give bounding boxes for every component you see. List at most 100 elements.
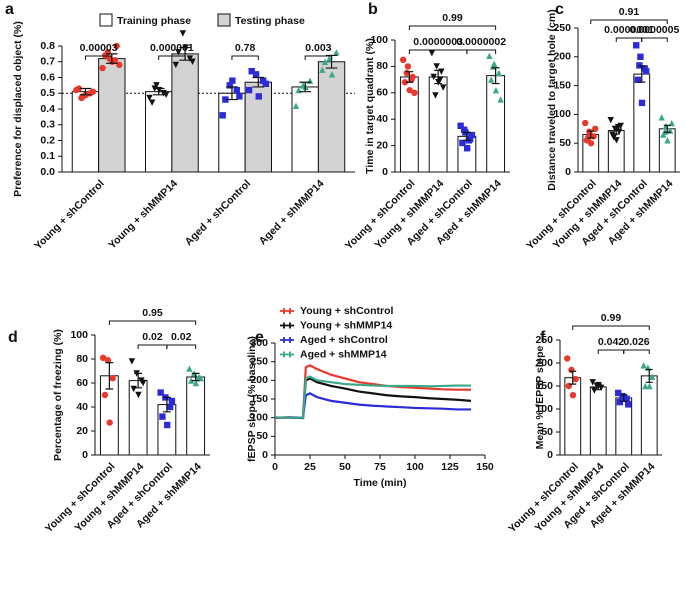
data-point [197, 375, 204, 382]
p-value: 0.02 [171, 331, 192, 343]
bar [564, 377, 582, 456]
data-point [463, 145, 471, 152]
data-point [99, 64, 106, 72]
bar [71, 91, 100, 173]
data-point [430, 73, 437, 81]
legend-label: Young + shControl [300, 305, 394, 317]
data-point [306, 77, 314, 84]
data-point [646, 382, 653, 390]
y-tick-label: 50 [256, 430, 268, 442]
y-tick-label: 150 [250, 393, 268, 405]
data-point [229, 77, 236, 84]
data-point [113, 42, 120, 50]
data-point [333, 49, 340, 56]
bar [589, 386, 607, 456]
bar [317, 61, 346, 173]
data-point [179, 30, 187, 37]
bar [186, 376, 206, 456]
comparison-bracket [84, 55, 113, 60]
data-point [99, 354, 107, 361]
y-tick-label: 0.6 [40, 71, 55, 83]
p-value: 0.99 [442, 12, 463, 24]
data-point [564, 355, 571, 362]
error-bar [226, 86, 238, 101]
p-value: 0.000001 [150, 42, 194, 54]
data-point [262, 80, 269, 87]
y-axis-label: fEPSP slope (% baseline) [246, 336, 258, 462]
error-bar [152, 87, 165, 96]
data-point [607, 116, 614, 124]
bar [607, 130, 625, 173]
comparison-bracket [597, 349, 625, 354]
comparison-bracket [304, 55, 333, 60]
y-tick-label: 0.5 [40, 87, 55, 99]
data-point [111, 56, 119, 64]
error-bar [587, 130, 595, 139]
p-value: 0.78 [235, 42, 256, 54]
p-value: 0.00003 [80, 42, 118, 54]
data-point [168, 397, 176, 405]
x-tick-label: 125 [441, 461, 459, 473]
comparison-bracket [408, 49, 468, 54]
p-value: 0.91 [619, 6, 640, 18]
data-point [625, 401, 632, 408]
data-point [172, 61, 180, 69]
x-tick-label: 75 [374, 461, 386, 473]
y-axis-label: Time in target quadrant (%) [364, 38, 376, 174]
panel-letter: e [255, 329, 264, 346]
panel-letter: d [8, 329, 18, 346]
x-axis-label: Time (min) [354, 477, 407, 489]
data-point [148, 99, 156, 106]
legend-marker [280, 308, 294, 314]
y-tick-label: 200 [250, 374, 268, 386]
data-point [116, 61, 123, 69]
data-point [219, 112, 226, 119]
legend-marker [280, 337, 294, 343]
data-point [404, 63, 412, 70]
p-value: 0.0000001 [604, 24, 654, 36]
data-point [101, 391, 109, 399]
data-point [486, 52, 493, 60]
error-bar [79, 87, 92, 96]
data-point [591, 387, 598, 394]
y-tick-label: 40 [376, 113, 388, 125]
p-value: 0.0000003 [413, 36, 463, 48]
bar [98, 58, 126, 173]
p-value: 0.0000002 [456, 36, 506, 48]
y-axis-label: Mean % fEPSP slope [534, 346, 546, 450]
error-bar [434, 69, 443, 85]
legend-swatch [217, 13, 231, 27]
x-tick-label: 0 [272, 461, 278, 473]
data-point [89, 88, 97, 95]
data-point [78, 94, 85, 102]
data-point [592, 125, 599, 132]
legend-label: Aged + shMMP14 [300, 348, 387, 360]
x-tick-label: 25 [304, 461, 316, 473]
legend-swatch [99, 13, 113, 27]
data-point [643, 68, 650, 75]
data-point [401, 79, 409, 86]
data-point [582, 119, 589, 127]
error-bar [594, 383, 602, 391]
data-point [104, 357, 112, 364]
p-value: 0.026 [623, 336, 649, 348]
data-point [642, 382, 649, 390]
comparison-bracket [615, 37, 643, 42]
data-point [175, 49, 182, 56]
y-tick-label: 20 [76, 425, 88, 437]
data-point [495, 69, 503, 77]
error-bar [162, 396, 171, 413]
y-axis-label: Distance traveled to target hole (cm) [546, 9, 558, 190]
y-tick-label: 0 [547, 449, 553, 461]
comparison-bracket [572, 325, 650, 330]
x-tick-label: 50 [339, 461, 351, 473]
data-point [664, 137, 671, 144]
data-point [109, 375, 116, 382]
data-point [411, 89, 418, 97]
y-tick-label: 0.0 [40, 166, 55, 178]
error-bar [645, 368, 653, 383]
p-value: 0.99 [601, 312, 622, 324]
comparison-bracket [137, 344, 168, 349]
x-tick-label: Young + shMMP14 [106, 177, 180, 251]
legend-label: Testing phase [235, 15, 305, 27]
